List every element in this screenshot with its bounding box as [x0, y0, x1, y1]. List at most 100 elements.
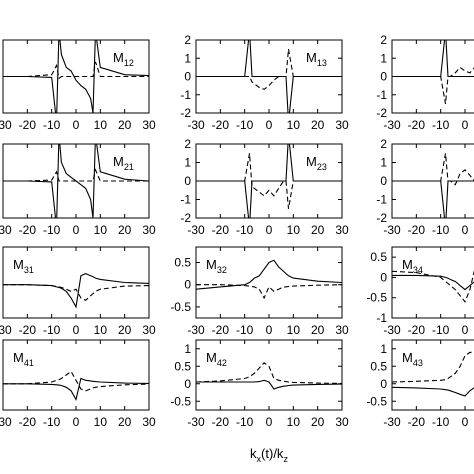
- x-axis-label-part: (t)/k: [261, 446, 284, 461]
- y-tick-label: 0: [184, 70, 191, 84]
- title-main: M: [206, 257, 217, 272]
- y-tick-label: 0: [380, 377, 387, 391]
- plot-frame: [195, 339, 343, 411]
- plot-lines: [196, 144, 342, 218]
- x-tick-label: -30: [0, 415, 12, 429]
- panel: -30 -20 -10 0 10 20 30 M12: [0, 39, 156, 132]
- title-subscript: 23: [317, 162, 327, 172]
- x-tick-label: 30: [335, 323, 349, 337]
- plot-frame: [391, 339, 474, 411]
- plot-frame: [195, 39, 343, 114]
- panel-title: M34: [402, 257, 423, 275]
- plot-frame: [2, 143, 150, 219]
- y-tick-label: -0.5: [366, 394, 387, 408]
- plot-lines: [3, 40, 149, 113]
- x-tick-label: 20: [118, 223, 132, 237]
- y-tick-label: -1: [180, 193, 191, 207]
- y-tick-label: 2: [380, 33, 387, 47]
- x-tick-label: 0: [462, 415, 469, 429]
- plot-lines: [196, 362, 342, 390]
- panel: -30 -20 -10 0 -0.5 0 0.5 1 M43: [366, 339, 474, 429]
- panel-title: M23: [306, 154, 327, 172]
- dashed-line: [392, 351, 474, 383]
- x-tick-label: 0: [462, 323, 469, 337]
- y-tick-label: 2: [184, 33, 191, 47]
- solid-line: [392, 274, 474, 291]
- panel-title: M12: [113, 50, 134, 68]
- panel-title: M32: [206, 257, 227, 275]
- dashed-line: [196, 49, 342, 90]
- x-tick-label: 10: [94, 118, 108, 132]
- x-tick-label: -20: [19, 223, 37, 237]
- x-tick-label: 30: [142, 323, 156, 337]
- x-tick-label: -20: [212, 323, 230, 337]
- x-tick-label: 0: [266, 415, 273, 429]
- panel-title: M42: [206, 350, 227, 368]
- title-subscript: 41: [24, 358, 34, 368]
- x-tick-label: 20: [118, 415, 132, 429]
- panel: -30 -20 -10 0 10 20 30 M31: [0, 246, 156, 337]
- x-tick-label: -20: [19, 323, 37, 337]
- x-tick-label: 30: [142, 223, 156, 237]
- x-tick-label: 30: [335, 415, 349, 429]
- x-tick-label: 10: [94, 323, 108, 337]
- x-tick-label: -20: [19, 118, 37, 132]
- x-tick-label: 0: [266, 118, 273, 132]
- title-subscript: 43: [413, 358, 423, 368]
- y-tick-label: 2: [380, 137, 387, 151]
- x-tick-label: 0: [73, 223, 80, 237]
- x-tick-label: 10: [287, 323, 301, 337]
- x-tick-label: -30: [383, 118, 401, 132]
- y-tick-label: 0.5: [370, 250, 387, 264]
- x-tick-label: 20: [311, 223, 325, 237]
- x-tick-label: -20: [408, 323, 426, 337]
- plot-frame: [2, 339, 150, 411]
- title-main: M: [306, 154, 317, 169]
- y-tick-label: 0: [380, 174, 387, 188]
- y-tick-label: -2: [376, 211, 387, 225]
- plot-frame: [2, 246, 150, 319]
- dashed-line: [392, 153, 474, 186]
- x-axis-label: kx(t)/kz: [250, 446, 288, 464]
- dashed-line: [392, 269, 474, 303]
- title-main: M: [206, 350, 217, 365]
- y-tick-label: 0.5: [174, 359, 191, 373]
- x-tick-label: -10: [432, 323, 450, 337]
- x-tick-label: -20: [212, 223, 230, 237]
- x-tick-label: -10: [236, 323, 254, 337]
- dashed-line: [392, 66, 474, 104]
- title-main: M: [402, 350, 413, 365]
- x-tick-label: -30: [187, 323, 205, 337]
- x-tick-label: -30: [0, 118, 12, 132]
- plot-lines: [196, 40, 342, 113]
- panel: -30 -20 -10 0 10 20 30 M21: [0, 143, 156, 237]
- y-tick-label: 0.5: [174, 256, 191, 270]
- x-tick-label: -10: [43, 415, 61, 429]
- dashed-line: [196, 153, 342, 209]
- dashed-line: [3, 284, 149, 301]
- panel: -30 -20 -10 0 10 20 30 -0.5 0 0.5 1 M42 kx(t)/kz: [170, 339, 349, 464]
- x-tick-label: 0: [462, 118, 469, 132]
- x-tick-label: -20: [408, 415, 426, 429]
- x-tick-label: -30: [187, 415, 205, 429]
- x-tick-label: 10: [94, 223, 108, 237]
- y-tick-label: -1: [376, 193, 387, 207]
- plot-frame: [195, 246, 343, 319]
- y-tick-label: -2: [376, 106, 387, 120]
- plot-lines: [196, 259, 342, 300]
- x-tick-label: -10: [236, 415, 254, 429]
- y-tick-label: -1: [376, 88, 387, 102]
- x-tick-label: 20: [311, 118, 325, 132]
- x-tick-label: -30: [187, 118, 205, 132]
- y-tick-label: 1: [380, 156, 387, 170]
- plot-frame: [391, 246, 474, 319]
- x-tick-label: -10: [236, 118, 254, 132]
- plot-lines: [3, 370, 149, 402]
- x-tick-label: -20: [212, 118, 230, 132]
- y-tick-label: -0.5: [170, 394, 191, 408]
- title-main: M: [113, 50, 124, 65]
- solid-line: [392, 40, 474, 78]
- solid-line: [392, 386, 474, 397]
